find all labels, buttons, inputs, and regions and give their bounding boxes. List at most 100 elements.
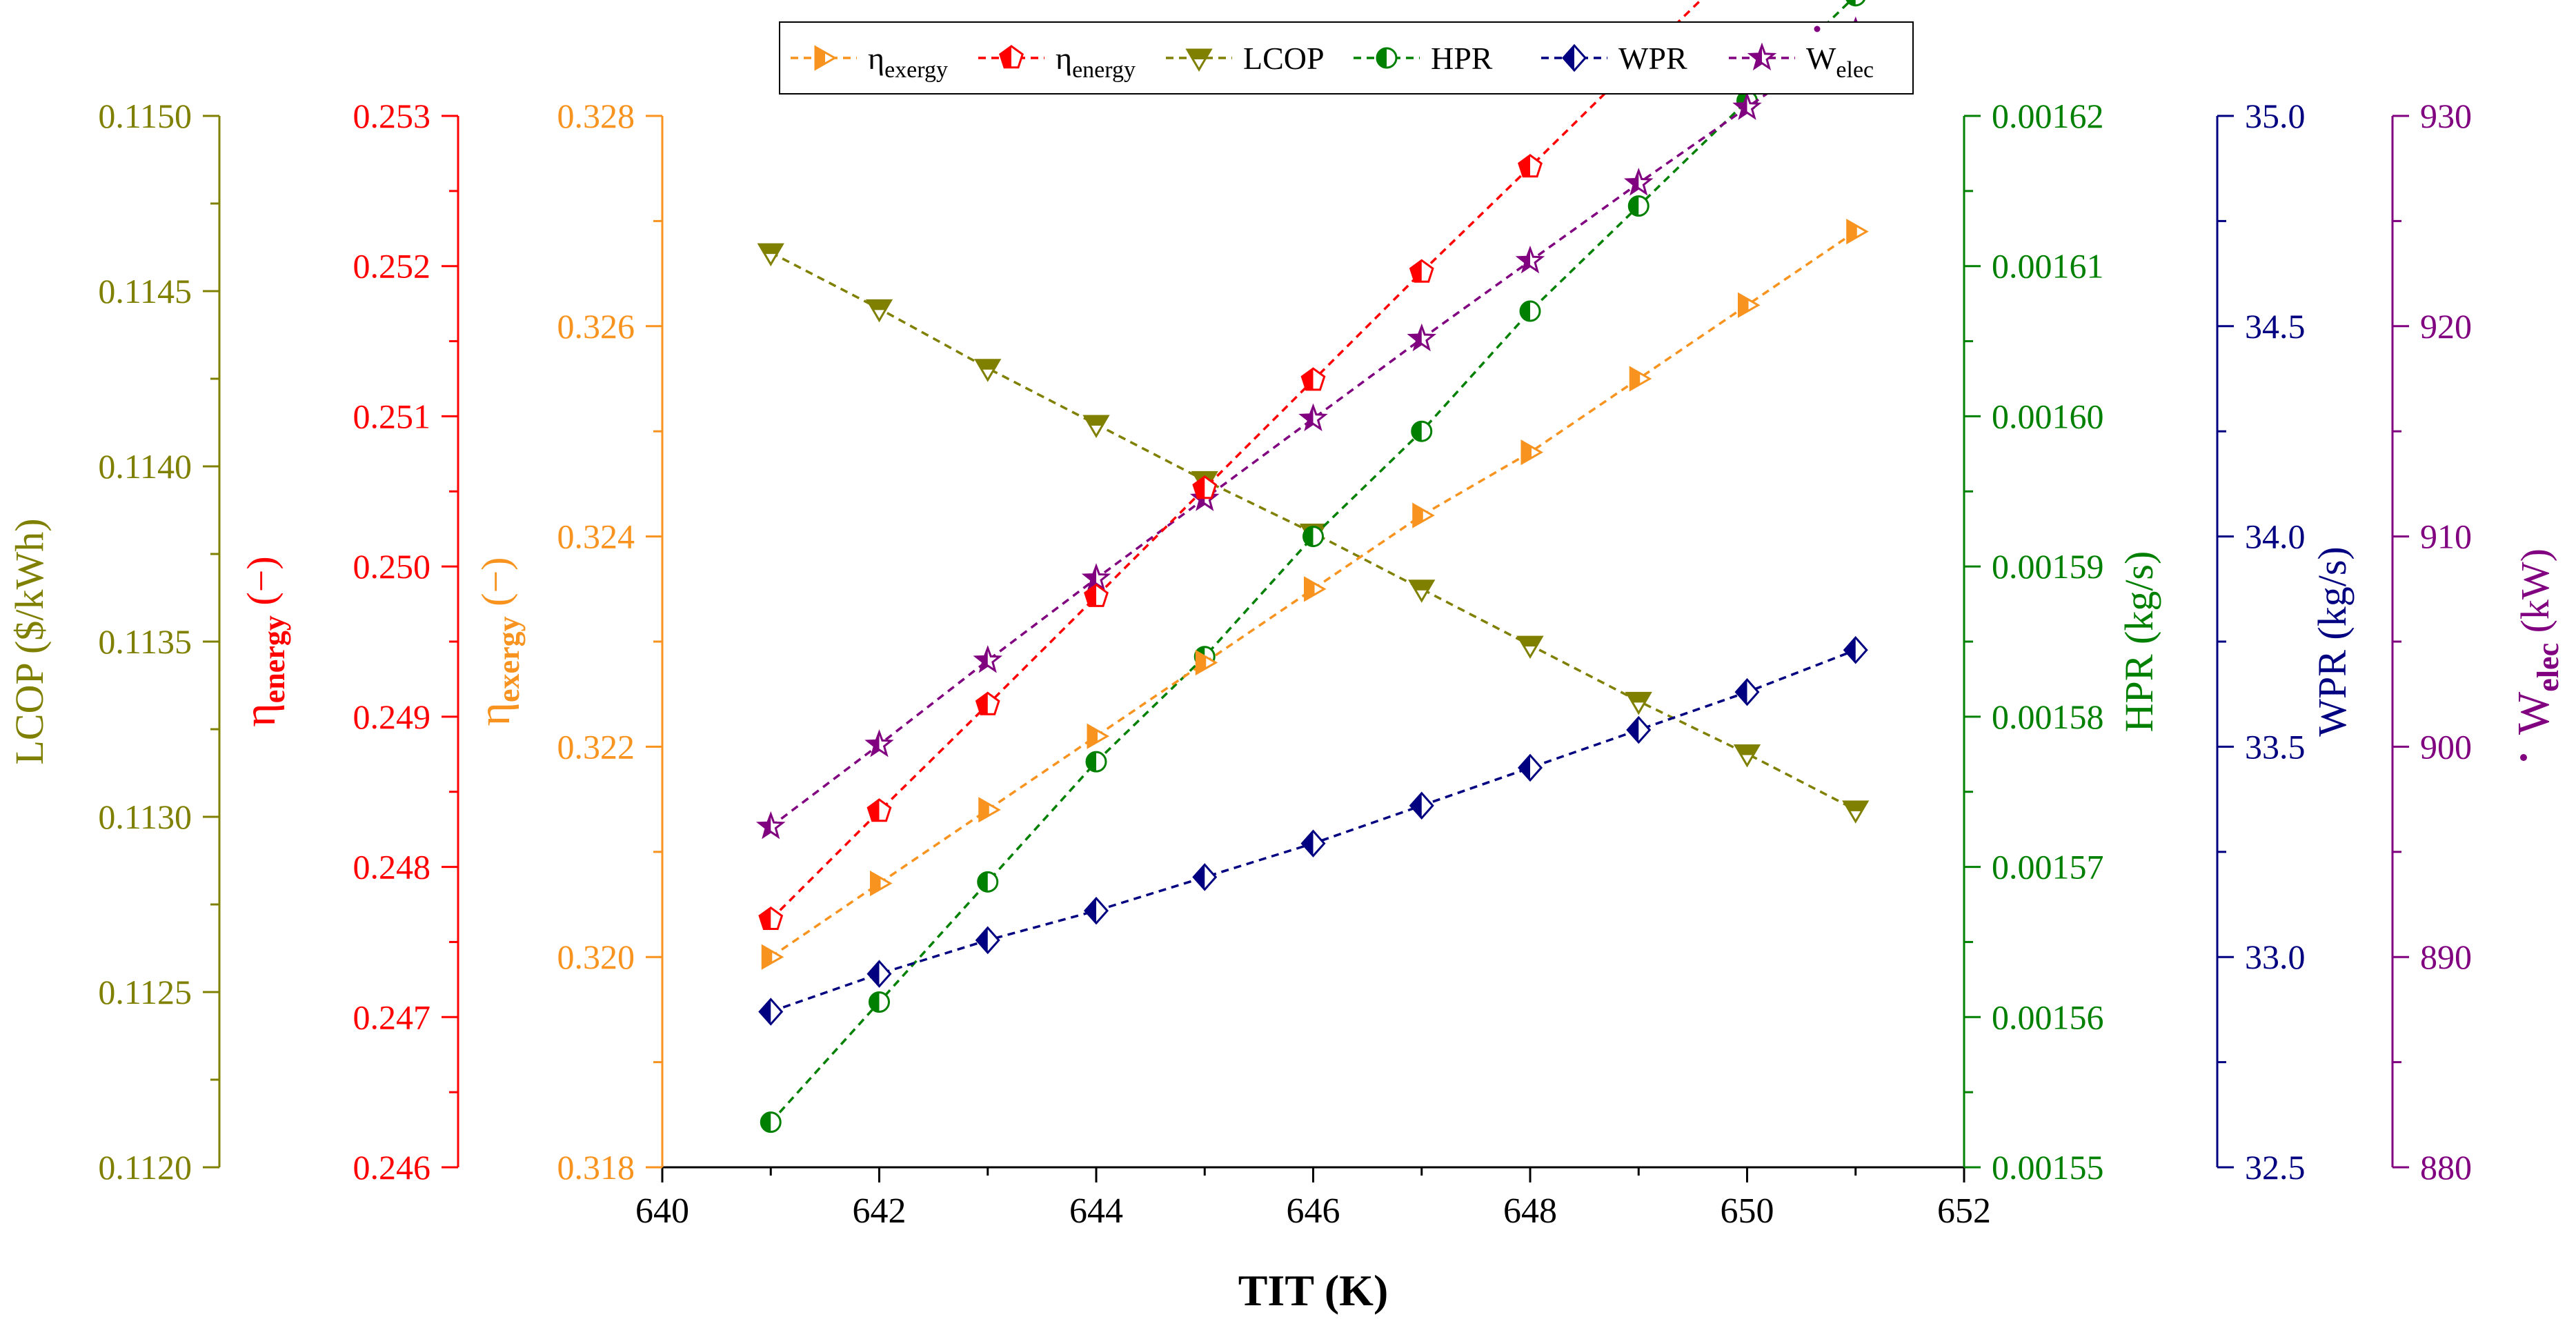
legend-label: WPR bbox=[1618, 41, 1687, 76]
y-tick-label: 0.252 bbox=[353, 247, 431, 286]
data-point-wpr bbox=[866, 960, 892, 988]
y-tick-label: 0.249 bbox=[353, 697, 431, 736]
data-point-hpr bbox=[1085, 751, 1107, 773]
data-point-exergy bbox=[1412, 502, 1435, 528]
y-tick-label: 0.328 bbox=[557, 97, 635, 135]
data-point-welec bbox=[864, 729, 894, 757]
legend-entry-hpr: HPR bbox=[1354, 41, 1493, 76]
y-tick-label: 0.251 bbox=[353, 397, 431, 435]
data-point-lcop bbox=[1082, 415, 1110, 439]
data-point-lcop bbox=[1408, 580, 1436, 603]
y-axis-title: LCOP ($/kWh) bbox=[7, 518, 52, 764]
legend-marker-energy bbox=[999, 45, 1024, 69]
y-axis-title: HPR (kg/s) bbox=[2117, 551, 2161, 733]
data-point-wpr bbox=[758, 998, 784, 1026]
y-axis-title: ηexergy (−) bbox=[469, 557, 526, 726]
x-tick-label: 652 bbox=[1937, 1191, 1991, 1231]
data-point-wpr bbox=[1843, 635, 1868, 664]
y-tick-label: 0.318 bbox=[557, 1148, 635, 1187]
y-tick-label: 0.326 bbox=[557, 307, 635, 346]
data-point-energy bbox=[1192, 475, 1218, 499]
series-exergy bbox=[761, 219, 1869, 970]
data-point-energy bbox=[758, 906, 784, 930]
y-tick-label: 930 bbox=[2420, 97, 2472, 135]
y-tick-label: 0.00158 bbox=[1992, 697, 2104, 736]
legend-label: Welec bbox=[1806, 41, 1874, 83]
series-lcop bbox=[757, 243, 1870, 824]
y-axis-title: ηenergy (−) bbox=[235, 556, 291, 726]
data-point-exergy bbox=[1738, 292, 1761, 318]
data-point-welec bbox=[755, 811, 786, 840]
data-point-wpr bbox=[1300, 829, 1326, 858]
data-point-lcop bbox=[1733, 744, 1761, 768]
legend-box bbox=[779, 21, 1914, 95]
data-point-energy bbox=[1409, 259, 1434, 283]
y-tick-label: 0.00157 bbox=[1992, 848, 2104, 887]
legend-label: ηexergy bbox=[868, 41, 948, 83]
legend-marker-welec bbox=[1747, 42, 1777, 71]
series-line-hpr bbox=[770, 0, 1853, 1123]
data-point-exergy bbox=[1846, 219, 1869, 245]
series-wpr bbox=[758, 635, 1868, 1026]
y-tick-label: 35.0 bbox=[2245, 97, 2306, 135]
x-tick-label: 640 bbox=[635, 1191, 689, 1231]
series-energy bbox=[758, 0, 1703, 930]
x-tick-label: 650 bbox=[1721, 1191, 1774, 1231]
legend-marker-lcop bbox=[1185, 48, 1213, 72]
y-tick-label: 0.00156 bbox=[1992, 998, 2104, 1036]
y-tick-label: 0.1125 bbox=[98, 973, 192, 1011]
data-point-exergy bbox=[870, 870, 893, 897]
legend-entry-lcop: LCOP bbox=[1166, 41, 1325, 76]
y-tick-label: 0.00161 bbox=[1992, 247, 2104, 286]
x-tick-label: 646 bbox=[1287, 1191, 1340, 1231]
x-tick-label: 642 bbox=[853, 1191, 906, 1231]
y-tick-label: 34.0 bbox=[2245, 517, 2306, 556]
data-point-exergy bbox=[1195, 649, 1218, 676]
y-tick-label: 32.5 bbox=[2245, 1148, 2306, 1187]
data-point-energy bbox=[1518, 154, 1543, 178]
data-point-exergy bbox=[1629, 366, 1652, 392]
data-point-lcop bbox=[1516, 635, 1544, 660]
x-tick-label: 644 bbox=[1069, 1191, 1123, 1231]
y-tick-label: 880 bbox=[2420, 1148, 2472, 1187]
data-point-hpr bbox=[1845, 0, 1865, 7]
y-tick-label: 0.322 bbox=[557, 727, 635, 766]
legend-marker-hpr bbox=[1376, 47, 1398, 69]
legend-marker-exergy bbox=[814, 45, 838, 71]
y-tick-label: 0.1145 bbox=[98, 272, 192, 310]
data-point-wpr bbox=[1192, 863, 1218, 891]
data-point-welec bbox=[1515, 245, 1545, 274]
y-tick-label: 890 bbox=[2420, 938, 2472, 976]
data-point-lcop bbox=[865, 299, 893, 323]
series-line-welec bbox=[770, 30, 1856, 828]
y-tick-label: 0.247 bbox=[353, 998, 431, 1036]
legend-w-dot bbox=[1814, 26, 1821, 32]
y-tick-label: 0.00159 bbox=[1992, 547, 2104, 586]
data-point-hpr bbox=[1519, 300, 1541, 322]
y-tick-label: 0.1135 bbox=[98, 622, 192, 661]
data-point-exergy bbox=[978, 797, 1001, 823]
y-tick-label: 33.5 bbox=[2245, 727, 2306, 766]
y-axis-we: 880 890 900 910 920 930 Welec (kW) bbox=[2391, 97, 2565, 1187]
data-point-wpr bbox=[1517, 753, 1543, 782]
legend-entry-welec: Welec bbox=[1729, 26, 1874, 83]
y-tick-label: 0.00160 bbox=[1992, 397, 2104, 435]
legend-entry-exergy: ηexergy bbox=[791, 41, 948, 83]
y-tick-label: 0.00162 bbox=[1992, 97, 2104, 135]
data-point-hpr bbox=[869, 991, 890, 1013]
data-point-welec bbox=[1732, 92, 1762, 120]
data-point-lcop bbox=[757, 243, 784, 267]
data-point-hpr bbox=[1411, 420, 1433, 442]
data-point-wpr bbox=[1734, 677, 1760, 706]
y-axis-en: 0.246 0.247 0.248 0.249 0.250 0.251 0.252 0.253… bbox=[235, 97, 459, 1187]
y-tick-label: 0.248 bbox=[353, 848, 431, 887]
data-point-wpr bbox=[975, 926, 1000, 955]
x-axis-title: TIT (K) bbox=[1238, 1266, 1389, 1315]
y-tick-label: 0.246 bbox=[353, 1148, 431, 1187]
legend: ηexergy ηenergy LCOP HPR WPR Welec bbox=[779, 21, 1914, 95]
y-tick-label: 900 bbox=[2420, 727, 2472, 766]
data-point-hpr bbox=[1302, 526, 1324, 548]
y-tick-label: 0.1130 bbox=[98, 798, 192, 836]
data-point-energy bbox=[866, 798, 892, 822]
